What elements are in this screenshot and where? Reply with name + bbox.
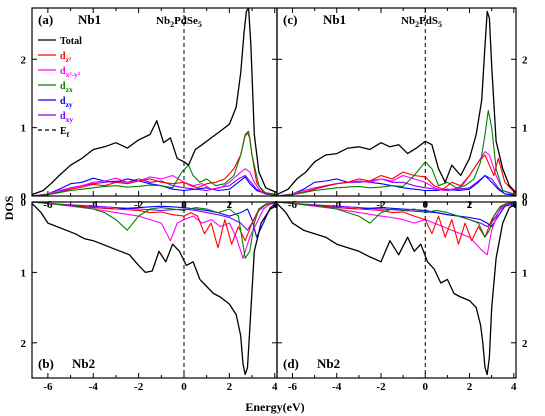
series-dz2-d (277, 202, 516, 245)
series-group-d (277, 202, 516, 376)
series-dzx-c (277, 109, 516, 196)
series-dx2y2-b (32, 202, 277, 259)
compound-title-c: Nb2PdS5 (401, 15, 442, 29)
x-tick-label-b: -4 (89, 381, 99, 393)
y-tick-label-b: 1 (21, 267, 27, 279)
y-tick-label-d: 1 (522, 267, 528, 279)
x-tick-label-b: -6 (43, 381, 53, 393)
y-tick-label-b: 0 (21, 197, 27, 209)
axes-frame-c (276, 7, 517, 197)
series-group-a (32, 8, 277, 196)
panel-b: -6 -4 -2 0 2 4 0 1 2 (b) Nb2 (21, 197, 278, 393)
x-tick-label-d: -4 (332, 381, 342, 393)
series-dx2y2-d (277, 202, 516, 256)
atom-label-c: Nb1 (323, 12, 346, 27)
atom-label-a: Nb1 (78, 12, 101, 27)
x-tick-label-b: -2 (134, 381, 144, 393)
panel-label-d: (d) (283, 356, 299, 371)
panel-d: -6 -4 -2 0 2 4 0 1 2 (d) Nb2 (276, 197, 528, 393)
legend-label-dxy: dxy (60, 111, 73, 124)
x-tick-label-b: 0 (181, 381, 187, 393)
x-tick-label-b: 4 (272, 381, 278, 393)
series-dzy-a (32, 176, 277, 196)
axes-frame-d (276, 201, 517, 379)
series-total-b (32, 202, 277, 376)
series-total-d (277, 202, 516, 376)
series-group-c (277, 10, 516, 196)
y-tick-label-a: 1 (21, 123, 27, 135)
legend-label-dz2: dz² (60, 51, 72, 64)
y-tick-label-c: 0 (522, 191, 528, 203)
series-dz2-a (32, 132, 277, 196)
atom-label-d: Nb2 (317, 356, 340, 371)
y-tick-label-a: 2 (21, 54, 27, 66)
x-tick-label-d: 2 (467, 381, 473, 393)
panel-label-a: (a) (38, 12, 53, 27)
y-axis-label: DOS (2, 195, 16, 220)
panel-label-c: (c) (283, 12, 297, 27)
panel-label-b: (b) (38, 356, 54, 371)
y-tick-label-c: 1 (522, 123, 528, 135)
y-tick-label-b: 2 (21, 338, 27, 350)
series-total-c (277, 10, 516, 196)
series-dx2y2-a (32, 168, 277, 196)
x-axis-label: Energy(eV) (245, 400, 304, 414)
y-tick-label-d: 0 (522, 197, 528, 209)
series-dzy-c (277, 174, 516, 196)
y-tick-label-c: 2 (522, 54, 528, 66)
y-tick-label-d: 2 (522, 338, 528, 350)
legend-label-dx2y2: dx²-y² (60, 66, 81, 79)
panels-group: -6 -4 -2 0 2 4 0 1 2 (a) Nb1 Nb2PdSe5 -6 -4 -2 0 2 4 0 1 2 (c… (21, 7, 528, 393)
x-tick-label-d: 4 (511, 381, 517, 393)
legend: Total dz² dx²-y² dzx dzy dxy Ef (38, 36, 82, 139)
x-tick-label-b: 2 (227, 381, 233, 393)
x-tick-label-d: 0 (423, 381, 429, 393)
y-tick-label-a: 0 (21, 191, 27, 203)
atom-label-b: Nb2 (72, 356, 95, 371)
series-total-a (32, 8, 277, 196)
x-tick-label-d: -2 (376, 381, 386, 393)
series-dzx-a (32, 130, 277, 196)
legend-label-dzy: dzy (60, 96, 73, 109)
legend-label-total: Total (60, 36, 82, 47)
compound-title-a: Nb2PdSe5 (156, 15, 202, 29)
series-group-b (32, 202, 277, 376)
x-tick-label-d: -6 (288, 381, 298, 393)
series-dz2-c (277, 154, 516, 196)
legend-label-dzx: dzx (60, 81, 73, 94)
series-dz2-b (32, 202, 277, 249)
legend-label-ef: Ef (60, 126, 70, 139)
